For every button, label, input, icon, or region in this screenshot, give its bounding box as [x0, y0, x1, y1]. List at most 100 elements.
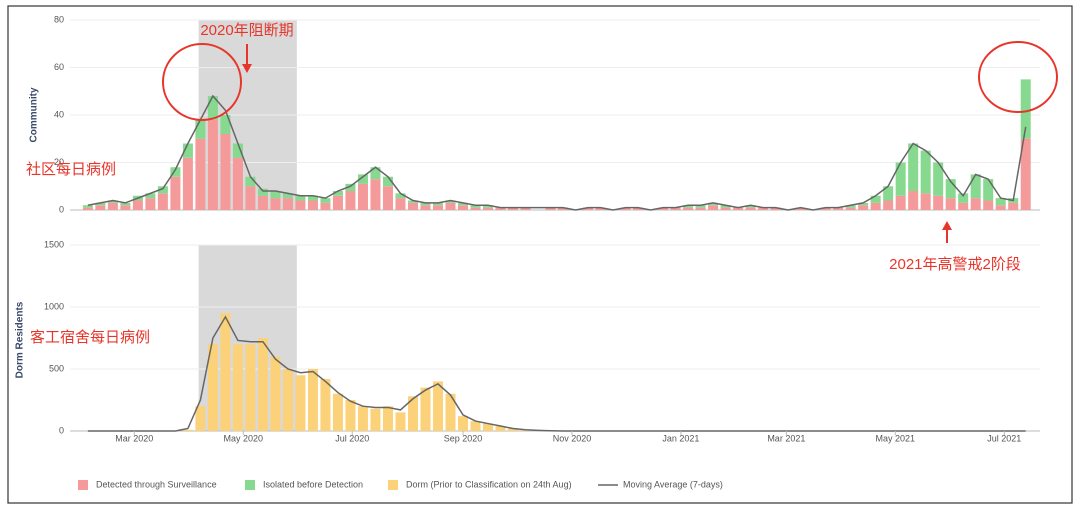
bar — [370, 179, 380, 210]
bar — [420, 205, 430, 210]
x-tick-label: May 2020 — [224, 433, 264, 443]
bar — [183, 158, 193, 210]
bar — [445, 203, 455, 210]
bar — [871, 203, 881, 210]
bar — [333, 196, 343, 210]
bar — [270, 198, 280, 210]
bar — [683, 208, 693, 210]
bar — [983, 201, 993, 211]
bar — [433, 205, 443, 210]
legend-label: Detected through Surveillance — [96, 479, 217, 489]
bar — [345, 191, 355, 210]
bar — [471, 421, 481, 431]
bar — [1008, 203, 1018, 210]
y-tick-label: 40 — [54, 109, 64, 119]
x-tick-label: Mar 2020 — [115, 433, 153, 443]
bar — [245, 344, 255, 431]
bar — [458, 416, 468, 431]
bar — [295, 375, 305, 431]
bar — [971, 174, 981, 198]
legend-label: Dorm (Prior to Classification on 24th Au… — [406, 479, 572, 489]
bar — [220, 313, 230, 431]
bar — [220, 134, 230, 210]
x-tick-label: Mar 2021 — [767, 433, 805, 443]
y-tick-label: 80 — [54, 14, 64, 24]
legend-swatch — [388, 480, 398, 490]
bar — [921, 151, 931, 194]
legend-swatch — [245, 480, 255, 490]
x-tick-label: May 2021 — [876, 433, 916, 443]
y-tick-label: 60 — [54, 62, 64, 72]
bar — [270, 357, 280, 431]
bar — [896, 163, 906, 196]
bar — [108, 203, 118, 210]
bar — [258, 189, 268, 196]
bar — [420, 388, 430, 431]
bar — [258, 338, 268, 431]
bar — [233, 144, 243, 158]
bar — [708, 205, 718, 210]
bar — [233, 158, 243, 210]
x-tick-label: Nov 2020 — [553, 433, 592, 443]
bar — [408, 203, 418, 210]
legend-label: Isolated before Detection — [263, 479, 363, 489]
bar — [883, 201, 893, 211]
bar — [283, 198, 293, 210]
bar — [721, 208, 731, 210]
bar — [395, 198, 405, 210]
bar — [896, 196, 906, 210]
bar — [983, 179, 993, 200]
bar — [170, 177, 180, 210]
frame — [8, 6, 1072, 503]
annotation: 2021年高警戒2阶段 — [889, 256, 1021, 273]
bar — [846, 208, 856, 210]
y-tick-label: 500 — [49, 363, 64, 373]
bar — [208, 120, 218, 210]
legend-swatch — [78, 480, 88, 490]
bar — [383, 186, 393, 210]
bar — [245, 186, 255, 210]
bar — [471, 208, 481, 210]
bar — [370, 409, 380, 431]
bar — [283, 369, 293, 431]
bar — [83, 208, 93, 210]
bar — [158, 193, 168, 210]
bar — [145, 198, 155, 210]
bar — [95, 205, 105, 210]
bar — [320, 379, 330, 431]
x-tick-label: Sep 2020 — [444, 433, 483, 443]
bar — [858, 205, 868, 210]
y-tick-label: 1500 — [44, 239, 64, 249]
bar — [258, 196, 268, 210]
y-tick-label: 1000 — [44, 301, 64, 311]
y-tick-label: 0 — [59, 425, 64, 435]
annotation: 2020年阻断期 — [200, 22, 293, 39]
annotation: 社区每日病例 — [26, 161, 116, 178]
bar — [195, 406, 205, 431]
bar — [333, 394, 343, 431]
bar — [433, 381, 443, 431]
y-axis-label: Community — [29, 87, 40, 142]
bar — [996, 205, 1006, 210]
bar — [133, 201, 143, 211]
bar — [946, 198, 956, 210]
bar — [908, 191, 918, 210]
bar — [345, 400, 355, 431]
bar — [320, 203, 330, 210]
y-tick-label: 0 — [59, 204, 64, 214]
x-tick-label: Jan 2021 — [662, 433, 699, 443]
bar — [308, 369, 318, 431]
bar — [746, 208, 756, 210]
bar — [871, 196, 881, 203]
bar — [195, 120, 205, 139]
bar — [83, 205, 93, 207]
bar — [458, 205, 468, 210]
bar — [383, 406, 393, 431]
bar — [921, 193, 931, 210]
bar — [483, 208, 493, 210]
bar — [308, 201, 318, 211]
bar — [908, 144, 918, 192]
bar — [696, 208, 706, 210]
x-tick-label: Jul 2021 — [987, 433, 1021, 443]
